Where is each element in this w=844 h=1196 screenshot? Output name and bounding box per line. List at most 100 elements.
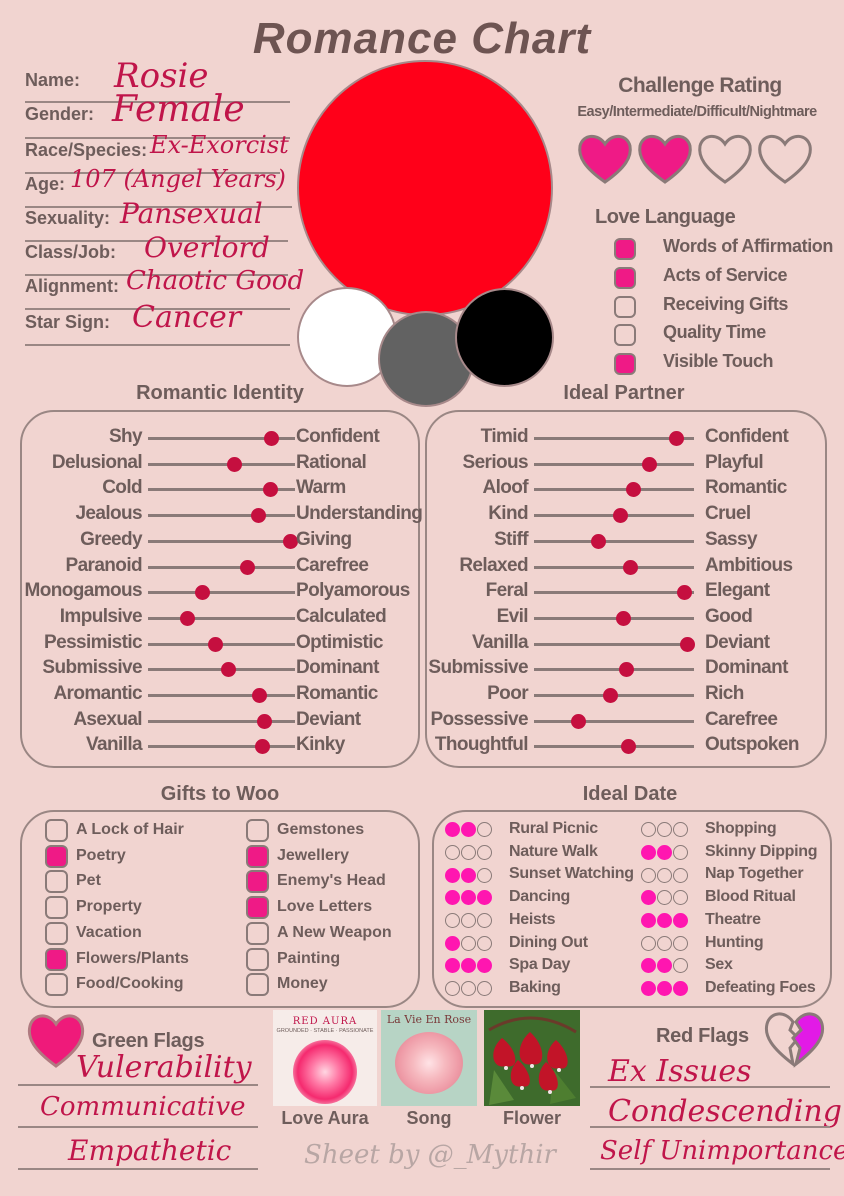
identity-track[interactable]	[148, 462, 295, 466]
gift-checkbox[interactable]	[45, 947, 68, 971]
identity-slider-knob[interactable]	[240, 559, 256, 575]
partner-slider-knob[interactable]	[668, 431, 684, 446]
rating-dot[interactable]	[641, 981, 656, 997]
rating-dot[interactable]	[461, 981, 476, 997]
rating-dot[interactable]	[477, 913, 492, 929]
rating-dot[interactable]	[673, 822, 688, 838]
rating-dot[interactable]	[657, 958, 672, 974]
rating-dot[interactable]	[445, 844, 460, 860]
identity-slider-knob[interactable]	[255, 739, 271, 755]
rating-dot[interactable]	[657, 981, 672, 997]
identity-track[interactable]	[148, 591, 295, 595]
rating-dot[interactable]	[657, 844, 672, 860]
partner-slider-knob[interactable]	[603, 688, 619, 703]
gift-checkbox[interactable]	[45, 819, 68, 842]
rating-dot[interactable]	[641, 958, 656, 974]
partner-track[interactable]	[534, 437, 694, 440]
rating-dot[interactable]	[673, 890, 688, 906]
identity-slider-knob[interactable]	[208, 636, 224, 652]
rating-dot[interactable]	[657, 867, 672, 883]
rating-dot[interactable]	[477, 935, 492, 951]
identity-track[interactable]	[148, 616, 295, 620]
rating-dot[interactable]	[673, 958, 688, 974]
partner-track[interactable]	[534, 616, 694, 620]
partner-track[interactable]	[534, 591, 694, 595]
identity-slider-knob[interactable]	[180, 610, 196, 626]
partner-track[interactable]	[534, 488, 694, 492]
rating-dot[interactable]	[477, 890, 492, 906]
identity-track[interactable]	[148, 437, 295, 440]
identity-track[interactable]	[148, 745, 295, 749]
gift-checkbox[interactable]	[45, 973, 68, 997]
rating-dot[interactable]	[673, 935, 688, 951]
love-language-checkbox[interactable]	[614, 324, 636, 347]
identity-slider-knob[interactable]	[262, 482, 278, 498]
partner-track[interactable]	[534, 462, 694, 466]
partner-slider-knob[interactable]	[625, 482, 641, 498]
partner-slider-knob[interactable]	[619, 662, 635, 678]
rating-dot[interactable]	[641, 935, 656, 951]
partner-slider-knob[interactable]	[616, 610, 632, 626]
gift-checkbox[interactable]	[45, 896, 68, 920]
identity-slider-knob[interactable]	[263, 431, 279, 446]
partner-track[interactable]	[534, 668, 694, 672]
identity-track[interactable]	[148, 539, 295, 543]
rating-dot[interactable]	[673, 844, 688, 860]
partner-track[interactable]	[534, 642, 694, 646]
rating-dot[interactable]	[445, 935, 460, 951]
partner-slider-knob[interactable]	[622, 559, 638, 575]
identity-slider-knob[interactable]	[221, 662, 237, 678]
partner-slider-knob[interactable]	[571, 713, 587, 729]
gift-checkbox[interactable]	[45, 921, 68, 945]
identity-slider-knob[interactable]	[194, 585, 210, 601]
rating-dot[interactable]	[461, 822, 476, 838]
rating-dot[interactable]	[657, 913, 672, 929]
identity-slider-knob[interactable]	[252, 688, 268, 703]
gift-checkbox[interactable]	[246, 973, 269, 997]
rating-dot[interactable]	[445, 958, 460, 974]
rating-dot[interactable]	[673, 867, 688, 883]
rating-dot[interactable]	[445, 867, 460, 883]
partner-track[interactable]	[534, 719, 694, 723]
partner-slider-knob[interactable]	[620, 739, 636, 755]
gift-checkbox[interactable]	[246, 844, 269, 868]
rating-dot[interactable]	[641, 913, 656, 929]
identity-slider-knob[interactable]	[256, 713, 272, 729]
partner-track[interactable]	[534, 745, 694, 749]
rating-dot[interactable]	[477, 867, 492, 883]
identity-track[interactable]	[148, 565, 295, 569]
rating-dot[interactable]	[477, 822, 492, 838]
partner-slider-knob[interactable]	[676, 585, 692, 601]
gift-checkbox[interactable]	[246, 896, 269, 920]
love-language-checkbox[interactable]	[614, 238, 636, 260]
rating-dot[interactable]	[657, 890, 672, 906]
rating-dot[interactable]	[445, 981, 460, 997]
partner-track[interactable]	[534, 539, 694, 543]
partner-slider-knob[interactable]	[612, 508, 628, 524]
rating-dot[interactable]	[641, 867, 656, 883]
partner-slider-knob[interactable]	[680, 636, 696, 652]
identity-track[interactable]	[148, 694, 295, 697]
partner-slider-knob[interactable]	[641, 456, 657, 472]
gift-checkbox[interactable]	[45, 870, 68, 894]
rating-dot[interactable]	[657, 935, 672, 951]
identity-slider-knob[interactable]	[283, 533, 299, 549]
rating-dot[interactable]	[673, 981, 688, 997]
rating-dot[interactable]	[641, 822, 656, 838]
love-language-checkbox[interactable]	[614, 266, 636, 289]
rating-dot[interactable]	[477, 958, 492, 974]
rating-dot[interactable]	[445, 822, 460, 838]
rating-dot[interactable]	[673, 913, 688, 929]
rating-dot[interactable]	[641, 890, 656, 906]
gift-checkbox[interactable]	[246, 947, 269, 971]
gift-checkbox[interactable]	[246, 870, 269, 894]
identity-track[interactable]	[148, 514, 295, 518]
partner-track[interactable]	[534, 565, 694, 569]
gift-checkbox[interactable]	[246, 819, 269, 842]
love-language-checkbox[interactable]	[614, 353, 636, 376]
rating-dot[interactable]	[477, 981, 492, 997]
gift-checkbox[interactable]	[246, 921, 269, 945]
partner-slider-knob[interactable]	[590, 533, 606, 549]
love-language-checkbox[interactable]	[614, 295, 636, 318]
rating-dot[interactable]	[641, 844, 656, 860]
